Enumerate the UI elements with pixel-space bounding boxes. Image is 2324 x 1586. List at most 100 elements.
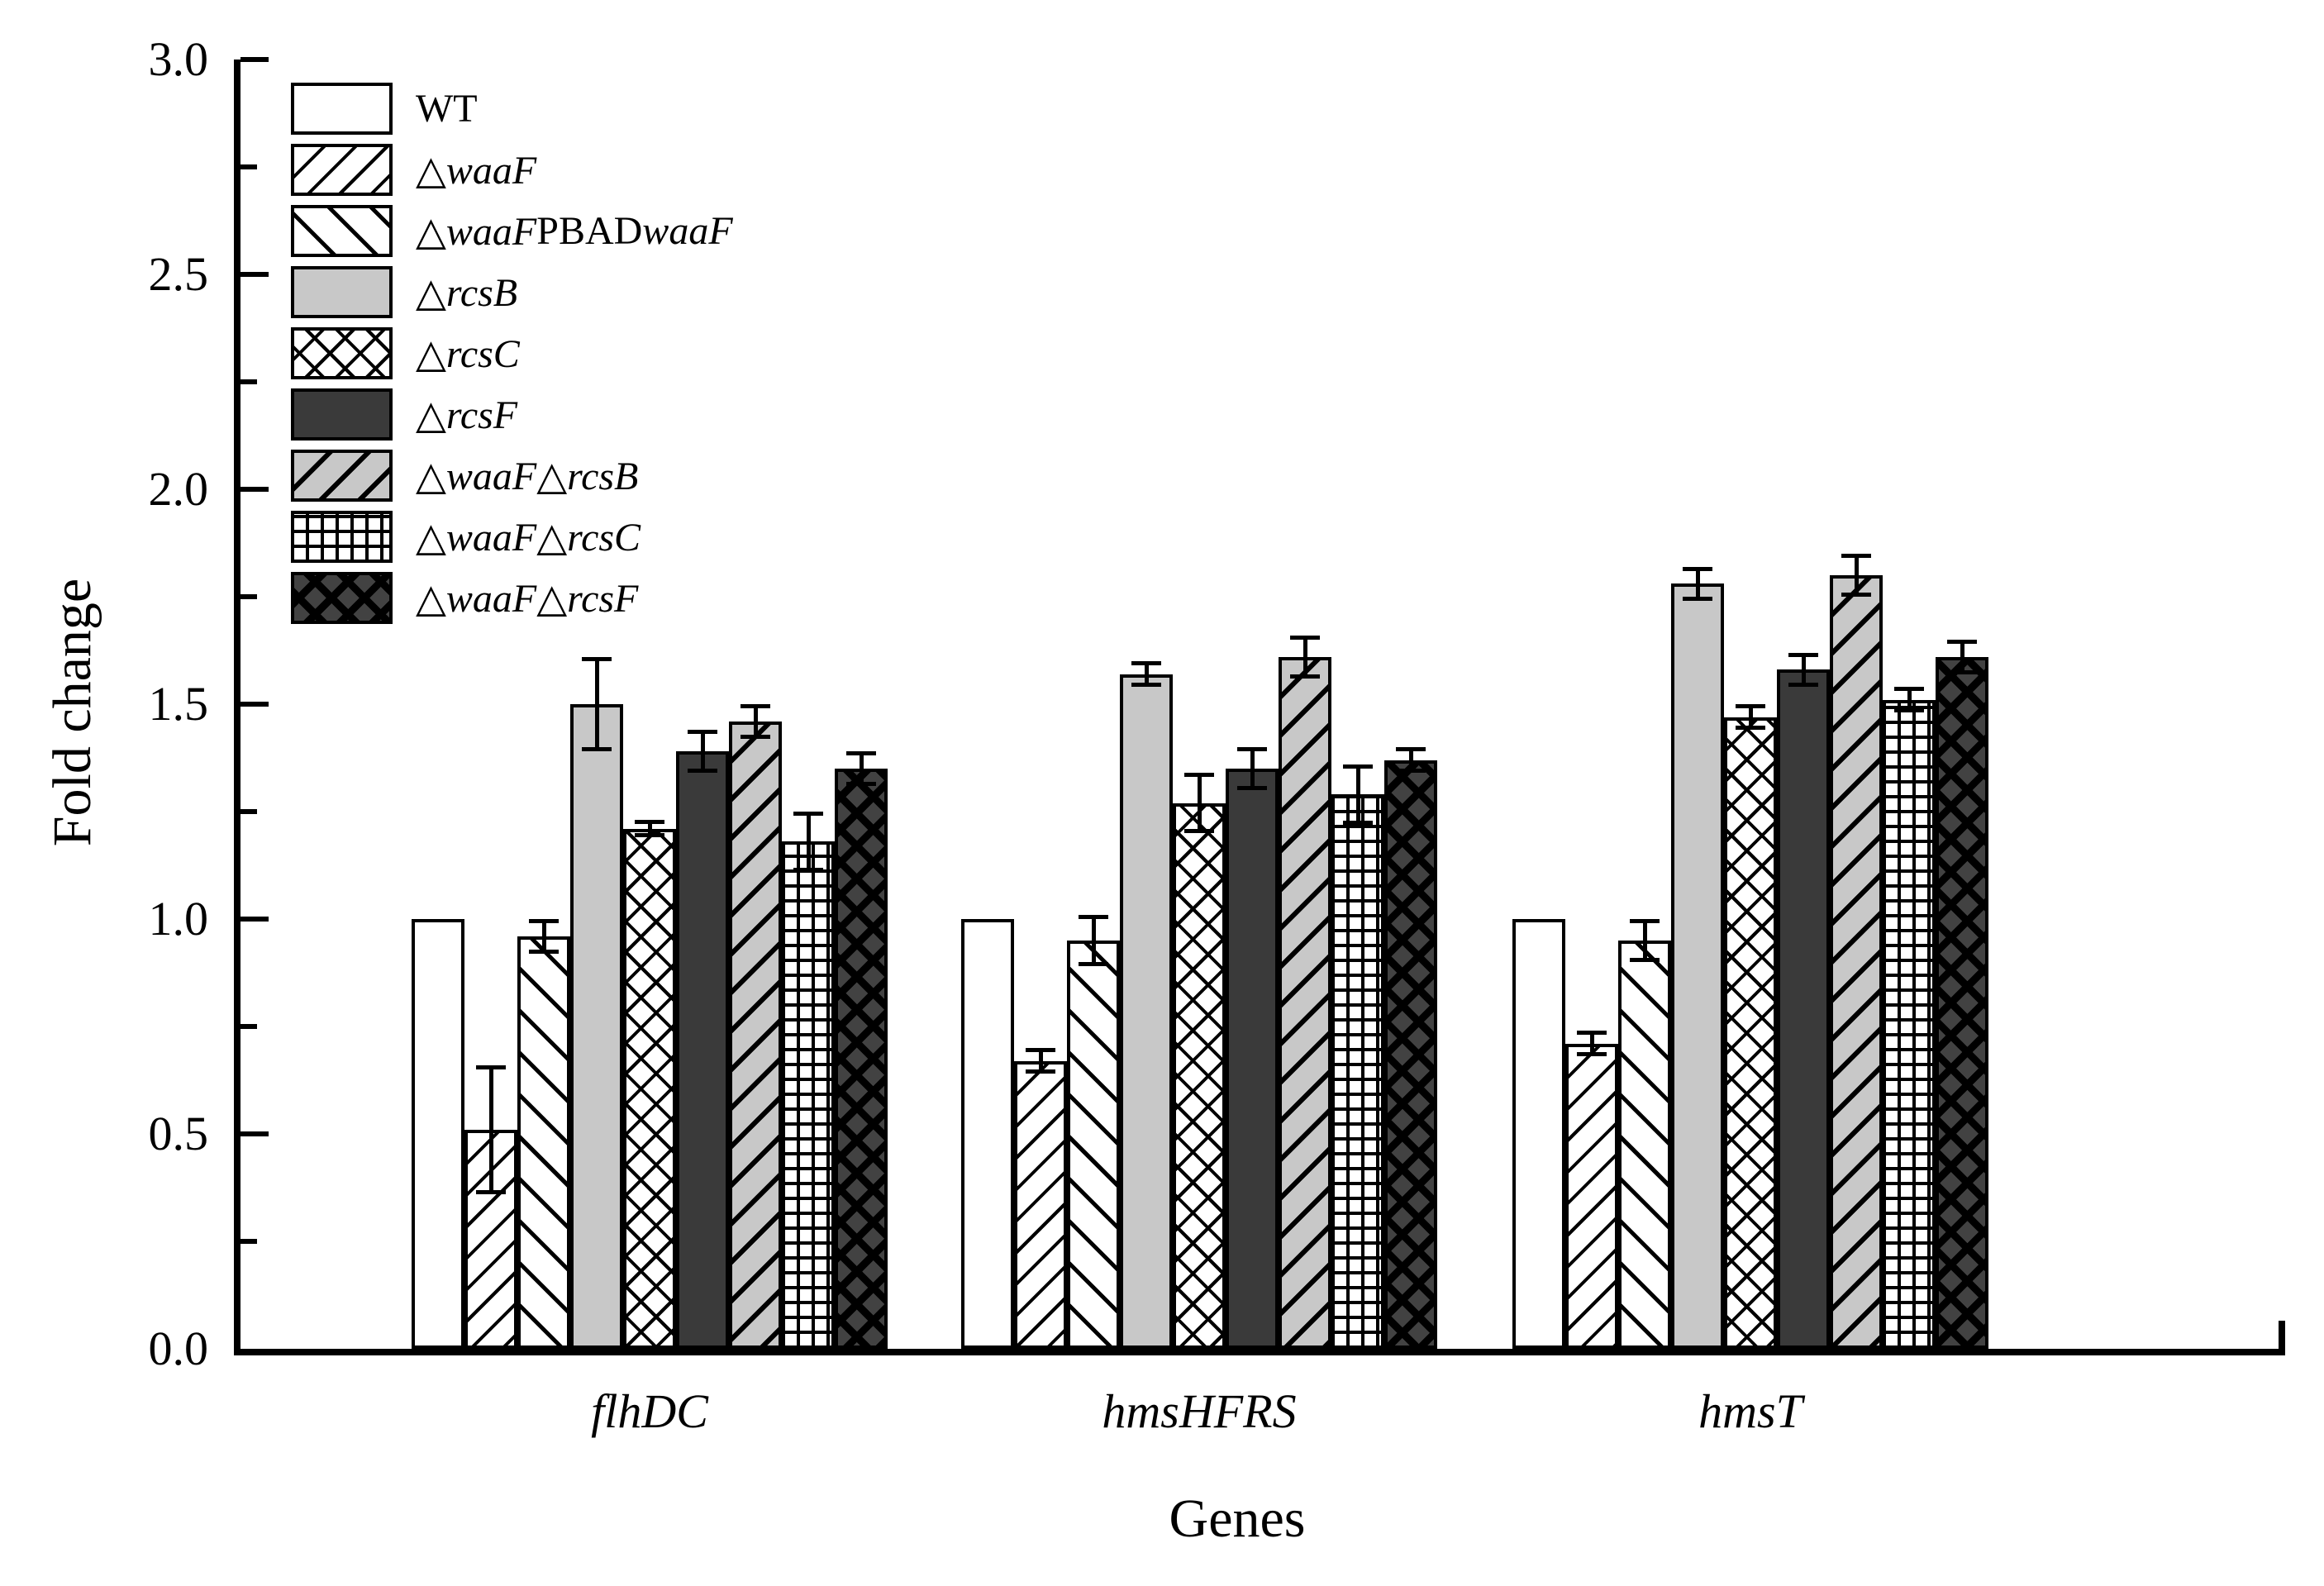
- y-minor-tick: [240, 1239, 257, 1244]
- y-minor-tick: [240, 1024, 257, 1029]
- bar-flhDC-△rcsB: [570, 704, 623, 1349]
- error-cap-bottom: [1237, 786, 1267, 790]
- legend-label-part: △waaF: [416, 148, 537, 193]
- error-cap-top: [1237, 747, 1267, 751]
- error-cap-bottom: [1788, 683, 1818, 688]
- legend-swatch-△waaF△rcsF: [291, 572, 393, 624]
- error-cap-top: [1184, 773, 1214, 778]
- y-major-tick: [240, 702, 269, 707]
- error-bar-flhDC-△waaF△rcsC: [806, 812, 811, 872]
- error-cap-top: [1026, 1048, 1055, 1052]
- error-bar-hmsT-△waaF△rcsF: [1960, 640, 1964, 674]
- bar-flhDC-△rcsC: [623, 828, 676, 1349]
- error-cap-top: [741, 704, 770, 708]
- y-major-tick: [240, 487, 269, 492]
- legend-label-part: △rcsC: [416, 331, 520, 376]
- error-bar-hmsT-△rcsF: [1801, 652, 1806, 688]
- error-cap-bottom: [1396, 769, 1426, 774]
- y-minor-tick: [240, 594, 257, 599]
- y-major-tick: [240, 917, 269, 922]
- bar-hmsT-△waaF: [1565, 1043, 1618, 1349]
- error-cap-bottom: [1290, 674, 1320, 679]
- bar-hmsHFRS-△rcsB: [1120, 674, 1173, 1349]
- error-cap-top: [635, 820, 664, 825]
- error-cap-bottom: [1841, 593, 1871, 597]
- error-cap-top: [476, 1064, 506, 1069]
- error-cap-bottom: [1343, 820, 1373, 825]
- y-minor-tick: [240, 164, 257, 169]
- y-tick-label: 2.5: [148, 247, 209, 301]
- y-major-tick: [240, 1131, 269, 1136]
- y-axis-line: [234, 60, 240, 1355]
- error-cap-top: [582, 656, 612, 661]
- error-cap-top: [793, 812, 823, 816]
- error-bar-flhDC-△rcsF: [700, 730, 705, 774]
- error-cap-bottom: [1894, 708, 1924, 713]
- bar-hmsHFRS-△waaF△rcsF: [1384, 760, 1437, 1349]
- error-cap-bottom: [1026, 1069, 1055, 1074]
- error-cap-bottom: [793, 867, 823, 872]
- bar-flhDC-△waaF△rcsB: [729, 721, 782, 1349]
- error-cap-bottom: [1079, 962, 1108, 967]
- legend-label-part: △waaF△rcsC: [416, 515, 641, 560]
- y-minor-tick: [240, 379, 257, 384]
- bar-hmsHFRS-△rcsC: [1173, 803, 1226, 1349]
- bar-hmsT-△waaF△rcsB: [1830, 575, 1883, 1349]
- legend-label-△waaF△rcsC: △waaF△rcsC: [416, 511, 641, 563]
- error-bar-hmsT-△waaF△rcsB: [1854, 554, 1859, 597]
- error-bar-hmsT-△rcsB: [1695, 566, 1700, 602]
- plot-area: WT △waaF △waaF PBAD waaF △rcsB △rcsC △rcsF △waa…: [234, 57, 2285, 1355]
- error-bar-flhDC-△rcsC: [647, 820, 652, 838]
- error-bar-hmsHFRS-△rcsB: [1144, 661, 1149, 688]
- legend-swatch-△waaF△rcsB: [291, 450, 393, 502]
- legend-label-part: △waaF△rcsF: [416, 576, 639, 621]
- legend-label-part: △waaF△rcsB: [416, 454, 639, 498]
- legend-swatch-△rcsB: [291, 266, 393, 318]
- y-tick-label: 0.0: [148, 1322, 209, 1375]
- y-minor-tick: [240, 809, 257, 814]
- y-major-tick: [240, 272, 269, 277]
- legend-swatch-△waaF PBADwaaF: [291, 205, 393, 257]
- error-cap-bottom: [741, 734, 770, 739]
- error-bar-hmsHFRS-△waaF: [1038, 1048, 1043, 1074]
- legend-label-△waaF△rcsF: △waaF△rcsF: [416, 572, 638, 624]
- error-bar-hmsHFRS-△waaF△rcsC: [1355, 764, 1360, 825]
- legend-label-part: △rcsF: [416, 393, 518, 437]
- bar-flhDC-WT: [412, 919, 464, 1349]
- error-bar-hmsHFRS-△waaF△rcsB: [1302, 635, 1307, 679]
- bar-hmsT-△rcsB: [1671, 583, 1724, 1349]
- x-axis-end-tick: [2279, 1321, 2285, 1349]
- error-bar-hmsT-△waaF PBADwaaF: [1642, 919, 1647, 962]
- error-cap-top: [1343, 764, 1373, 769]
- legend-label-△rcsF: △rcsF: [416, 388, 517, 441]
- error-cap-bottom: [846, 781, 876, 786]
- legend-label-△waaF: △waaF: [416, 144, 536, 196]
- error-bar-hmsT-△waaF△rcsC: [1907, 687, 1912, 713]
- error-cap-bottom: [1947, 669, 1977, 674]
- error-bar-hmsT-△rcsC: [1748, 704, 1753, 731]
- error-cap-top: [1736, 704, 1765, 708]
- error-cap-top: [1788, 652, 1818, 657]
- error-cap-bottom: [529, 949, 559, 954]
- bar-hmsHFRS-WT: [961, 919, 1014, 1349]
- error-cap-top: [1079, 914, 1108, 919]
- error-cap-top: [1131, 661, 1161, 665]
- legend-swatch-△waaF△rcsC: [291, 511, 393, 563]
- legend-swatch-△rcsF: [291, 388, 393, 441]
- error-cap-bottom: [1630, 958, 1660, 962]
- bar-flhDC-△waaF PBADwaaF: [517, 936, 570, 1349]
- y-tick-label: 1.0: [148, 892, 209, 945]
- legend-swatch-△waaF: [291, 144, 393, 196]
- error-cap-bottom: [688, 769, 717, 774]
- legend-label-WT: WT: [416, 83, 478, 135]
- error-cap-top: [846, 751, 876, 756]
- y-tick-label: 3.0: [148, 32, 209, 86]
- legend-label-part: waaF: [642, 209, 733, 253]
- error-bar-hmsHFRS-△rcsC: [1197, 773, 1202, 833]
- error-cap-top: [1577, 1031, 1607, 1036]
- error-cap-top: [688, 730, 717, 735]
- error-cap-bottom: [1683, 597, 1712, 602]
- bar-hmsHFRS-△waaF PBADwaaF: [1067, 941, 1120, 1349]
- y-tick-label: 0.5: [148, 1107, 209, 1160]
